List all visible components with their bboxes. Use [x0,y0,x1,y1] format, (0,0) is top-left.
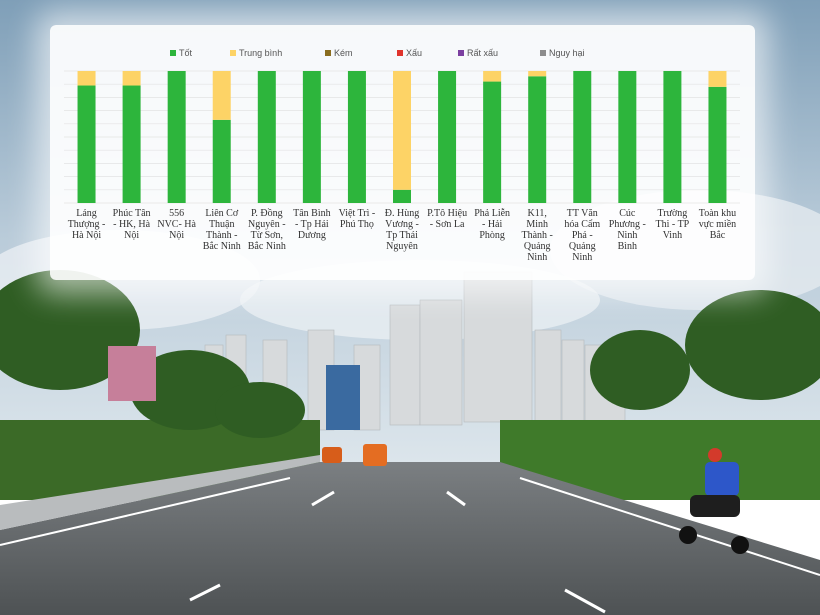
category-label: Cúc Phương -Ninh Bình [609,208,646,252]
category-label: Phả Liễn - Hải Phòng [474,208,510,241]
category-label: K11, Minh Thành -Quảng Ninh [522,208,553,263]
bar-segment [347,71,366,203]
legend-item: Rất xấu [458,48,498,58]
bar-segment [393,189,411,203]
bar-segment [393,71,411,190]
category-label: Láng Thượng -Hà Nội [68,208,106,241]
bar-segment [212,71,231,120]
bar-segment [212,119,231,203]
category-label: P. Đồng Nguyên -Từ Sơn, Bắc Ninh [248,208,286,252]
category-label: Liên Cơ Thuận Thành -Bắc Ninh [203,208,241,252]
bar-segment [708,71,727,87]
bar-segment [573,71,592,203]
blue-tower [326,365,360,430]
bar-segment [122,71,141,86]
chart-legend: Tốt Trung bình Kém Xấu Rất xấu Nguy hại [170,48,585,58]
bar-segment [77,71,96,86]
legend-item: Xấu [397,48,422,58]
motorbike-rider [679,448,749,554]
category-label: Việt Trì -Phú Thọ [339,208,376,230]
bar-segment [167,71,186,203]
legend-label: Rất xấu [467,48,498,58]
bar-segment [483,71,502,82]
bar-segment [618,71,637,203]
orange-car [322,447,342,463]
bar-segment [302,71,321,203]
legend-swatch [325,50,331,56]
bar-segment [708,86,727,203]
category-label: Phúc Tân - HK, Hà Nội [113,208,151,241]
legend-swatch [170,50,176,56]
legend-swatch [397,50,403,56]
category-label: Tân Bình - Tp Hải Dương [293,208,331,241]
road [0,462,820,615]
category-label: P.Tô Hiệu - Sơn La [427,208,467,230]
orange-car [363,444,387,466]
legend-item: Nguy hại [540,48,585,58]
bar-segment [528,76,547,203]
legend-label: Xấu [406,48,422,58]
legend-swatch [540,50,546,56]
billboard [108,346,156,401]
legend-swatch [458,50,464,56]
legend-swatch [230,50,236,56]
legend-label: Tốt [179,48,193,58]
category-label: 556 NVC- Hà Nội [157,208,196,241]
road-barrier [0,455,320,530]
category-label: TT Văn hóa Cẩm Phả -Quảng Ninh [564,208,600,263]
legend-item: Kém [325,48,353,58]
lane-markings [0,477,820,614]
bar-segment [257,71,276,203]
bar-segment [438,71,457,203]
legend-item: Trung bình [230,48,282,58]
palm-trees [0,270,820,438]
bar-segment [663,71,682,203]
bar-segment [122,85,141,203]
category-label: Đ. Hùng Vương -Tp Thái Nguyên [385,208,419,252]
bar-segment [483,81,502,203]
category-label: Toàn khu vực miền Bắc [699,208,736,241]
legend-label: Kém [334,48,353,58]
stacked-bar-chart: Tốt Trung bình Kém Xấu Rất xấu Nguy hại Láng T… [64,48,740,263]
bar-series [77,71,727,203]
bar-segment [77,85,96,203]
legend-item: Tốt [170,48,193,58]
bar-segment [528,71,547,77]
category-label: Trường Thi - TP Vinh [656,208,690,241]
legend-label: Trung bình [239,48,282,58]
legend-label: Nguy hại [549,48,585,58]
